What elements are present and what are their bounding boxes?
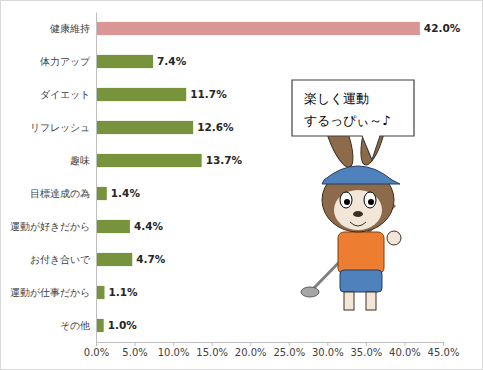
x-tick: 15.0% bbox=[196, 342, 228, 358]
y-tick: お付き合いで bbox=[30, 254, 96, 265]
bar bbox=[96, 55, 153, 68]
x-tick: 10.0% bbox=[158, 342, 190, 358]
x-tick-label: 5.0% bbox=[122, 347, 147, 358]
x-tick-mark bbox=[366, 342, 367, 346]
annotation: 楽しく運動 bbox=[304, 91, 369, 106]
x-tick-mark bbox=[404, 342, 405, 346]
data-label: 4.7% bbox=[136, 253, 166, 265]
y-tick-label: その他 bbox=[60, 320, 90, 331]
x-tick-mark bbox=[250, 342, 251, 346]
x-tick-mark bbox=[443, 342, 444, 346]
x-tick-label: 40.0% bbox=[389, 347, 421, 358]
x-tick-label: 35.0% bbox=[350, 347, 382, 358]
y-tick: 運動が好きだから bbox=[10, 221, 96, 232]
x-tick-label: 25.0% bbox=[273, 347, 305, 358]
x-tick-mark bbox=[135, 342, 136, 346]
y-tick: 健康維持 bbox=[50, 23, 96, 34]
y-tick: その他 bbox=[60, 320, 96, 331]
y-tick-label: 運動が仕事だから bbox=[10, 287, 90, 298]
x-tick-mark bbox=[289, 342, 290, 346]
x-tick-mark bbox=[173, 342, 174, 346]
x-axis-line bbox=[97, 342, 444, 343]
plot: 0.0% 5.0% 10.0% 15.0% 20.0% 25.0% 30.0% 35.0% 40… bbox=[10, 13, 461, 359]
x-tick-label: 20.0% bbox=[235, 347, 267, 358]
y-axis-line bbox=[96, 13, 97, 343]
x-tick-label: 30.0% bbox=[312, 347, 344, 358]
y-tick: ダイエット bbox=[40, 89, 96, 100]
y-tick-label: 運動が好きだから bbox=[10, 221, 90, 232]
y-axis: 健康維持体力アップダイエットリフレッシュ趣味目標達成の為運動が好きだからお付き合… bbox=[10, 13, 97, 343]
x-tick: 20.0% bbox=[235, 342, 267, 358]
shorts bbox=[340, 270, 382, 292]
x-axis: 0.0% 5.0% 10.0% 15.0% 20.0% 25.0% 30.0% 35.0% 40… bbox=[84, 342, 460, 358]
y-tick: 運動が仕事だから bbox=[10, 287, 96, 298]
data-label: 42.0% bbox=[424, 22, 461, 34]
chart: 0.0% 5.0% 10.0% 15.0% 20.0% 25.0% 30.0% 35.0% 40… bbox=[0, 0, 483, 370]
x-tick-label: 0.0% bbox=[84, 347, 109, 358]
cap bbox=[322, 166, 400, 184]
leg bbox=[366, 292, 376, 310]
data-label: 7.4% bbox=[157, 55, 187, 67]
y-tick: リフレッシュ bbox=[30, 122, 96, 133]
mouth bbox=[350, 222, 366, 226]
y-tick: 体力アップ bbox=[40, 56, 96, 67]
speech-bubble: 楽しく運動するっぴぃ～♪ bbox=[292, 80, 414, 160]
bar bbox=[96, 253, 132, 266]
face bbox=[334, 190, 382, 230]
bar bbox=[96, 22, 420, 35]
eye bbox=[364, 192, 376, 208]
y-tick-label: ダイエット bbox=[40, 89, 90, 100]
pupil bbox=[344, 199, 350, 205]
shirt bbox=[338, 232, 384, 274]
data-label: 11.7% bbox=[190, 88, 227, 100]
x-tick-label: 10.0% bbox=[158, 347, 190, 358]
bars bbox=[96, 22, 420, 332]
data-label: 4.4% bbox=[134, 220, 164, 232]
data-label: 1.1% bbox=[108, 286, 138, 298]
y-tick-label: 体力アップ bbox=[40, 56, 91, 67]
x-tick-mark bbox=[327, 342, 328, 346]
x-tick-mark bbox=[96, 342, 97, 346]
x-tick: 40.0% bbox=[389, 342, 421, 358]
y-tick-label: リフレッシュ bbox=[30, 122, 90, 133]
x-tick: 0.0% bbox=[84, 342, 109, 358]
x-tick-label: 15.0% bbox=[196, 347, 228, 358]
nose bbox=[353, 211, 363, 217]
y-tick: 趣味 bbox=[70, 155, 96, 166]
x-tick: 25.0% bbox=[273, 342, 305, 358]
data-label: 1.0% bbox=[108, 319, 138, 331]
y-tick-label: お付き合いで bbox=[30, 254, 91, 265]
bar bbox=[96, 154, 202, 167]
bar bbox=[96, 286, 104, 299]
bar bbox=[96, 220, 130, 233]
hand bbox=[387, 231, 401, 245]
data-label: 12.6% bbox=[197, 121, 234, 133]
bar bbox=[96, 121, 193, 134]
pupil bbox=[368, 199, 374, 205]
eye bbox=[340, 192, 352, 208]
x-tick: 35.0% bbox=[350, 342, 382, 358]
y-tick-label: 目標達成の為 bbox=[30, 188, 90, 199]
annotation: するっぴぃ～♪ bbox=[304, 113, 390, 128]
bar bbox=[96, 187, 107, 200]
chart-frame bbox=[1, 1, 483, 370]
club-head bbox=[301, 287, 319, 297]
bubble-shape bbox=[292, 80, 414, 160]
x-tick: 5.0% bbox=[122, 342, 147, 358]
leg bbox=[344, 292, 354, 310]
bar bbox=[96, 88, 186, 101]
data-label: 1.4% bbox=[111, 187, 141, 199]
y-tick-label: 健康維持 bbox=[50, 23, 90, 34]
x-tick: 45.0% bbox=[428, 342, 460, 358]
x-tick: 30.0% bbox=[312, 342, 344, 358]
data-labels: 42.0% 7.4% 11.7% 12.6% 13.7% 1.4% 4.4% 4.7% 1.1%… bbox=[108, 22, 461, 331]
y-tick: 目標達成の為 bbox=[30, 188, 96, 199]
data-label: 13.7% bbox=[206, 154, 243, 166]
x-tick-label: 45.0% bbox=[428, 347, 460, 358]
y-tick-label: 趣味 bbox=[70, 155, 90, 166]
bar bbox=[96, 319, 104, 332]
x-tick-mark bbox=[212, 342, 213, 346]
